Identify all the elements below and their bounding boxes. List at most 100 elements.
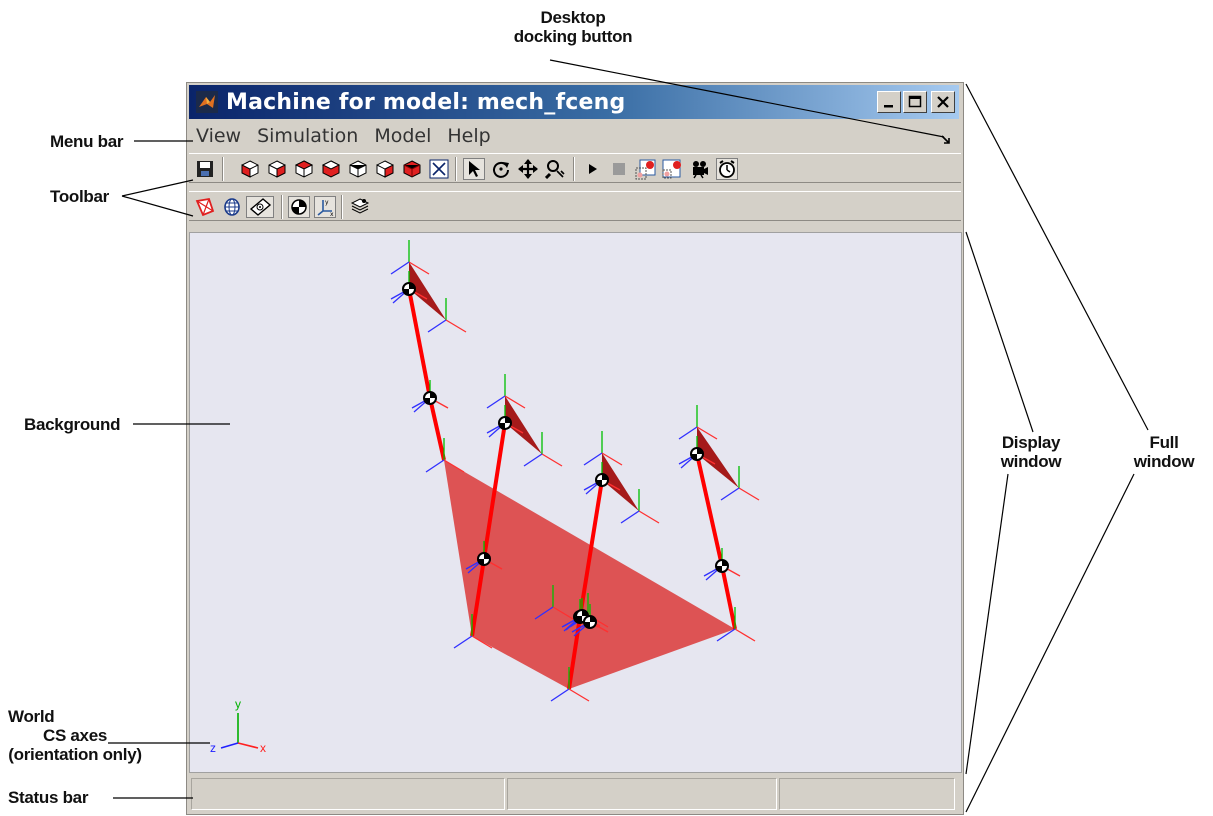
rotate-icon (493, 161, 509, 178)
play-button[interactable] (581, 158, 603, 180)
title-bar[interactable]: Machine for model: mech_fceng (189, 85, 959, 119)
callout-toolbar-b (121, 195, 194, 217)
frame-axis (568, 688, 590, 702)
view-back-button[interactable] (266, 158, 288, 180)
display-window-annotation: Display window (996, 433, 1066, 471)
menu-model[interactable]: Model (374, 125, 432, 147)
layers-button[interactable] (349, 196, 371, 218)
zoom-button[interactable] (544, 158, 566, 180)
svg-text:y: y (325, 199, 329, 206)
minimize-button[interactable] (877, 91, 901, 113)
window-controls (877, 91, 955, 113)
toolbar-separator (341, 195, 343, 219)
pan-button[interactable] (517, 158, 539, 180)
select-pointer-button[interactable] (463, 158, 485, 180)
foot-triangle-2 (505, 396, 542, 454)
maximize-button[interactable] (903, 91, 927, 113)
select-pointer-icon (469, 161, 480, 177)
leg-4b (720, 565, 737, 630)
stop-button[interactable] (608, 158, 630, 180)
record-stop-button[interactable] (662, 158, 684, 180)
joint-marker-fill (584, 616, 596, 628)
ellipsoid-button[interactable] (221, 196, 243, 218)
record-start-button[interactable] (635, 158, 657, 180)
menu-bar: View Simulation Model Help (189, 123, 959, 149)
world-axes-annotation: World CS axes (orientation only) (0, 707, 150, 764)
display-window[interactable]: y x z (189, 232, 962, 773)
body-cs-icon (249, 198, 272, 216)
minimize-icon (884, 105, 893, 108)
status-cell-3 (779, 778, 955, 810)
view-right-icon (321, 160, 341, 178)
status-bar-annotation: Status bar (8, 788, 89, 807)
joint-marker-fill (716, 560, 728, 572)
view-front-button[interactable] (239, 158, 261, 180)
menu-simulation[interactable]: Simulation (257, 125, 359, 147)
machine-window: Machine for model: mech_fceng View Simul… (186, 82, 964, 815)
frame-axis (453, 635, 473, 649)
frame-axis (678, 426, 698, 440)
record-stop-icon (662, 159, 681, 179)
leg-2b (470, 558, 486, 637)
frame-axis (720, 487, 740, 501)
frame-axis (504, 395, 526, 409)
save-button[interactable] (194, 158, 216, 180)
joint-marker-fill (499, 417, 511, 429)
leg-1 (407, 288, 432, 399)
close-button[interactable] (931, 91, 955, 113)
display-annotation-line2: window (1000, 452, 1062, 471)
world-axes-icon: yx (317, 199, 334, 217)
leg-2 (482, 422, 507, 560)
convex-hull-icon (195, 197, 215, 217)
frame-axis (716, 628, 736, 642)
status-cell-main (191, 778, 505, 810)
layers-icon (350, 198, 370, 214)
center-of-gravity-icon (291, 199, 307, 215)
background-annotation: Background (24, 415, 121, 434)
pan-icon (518, 159, 538, 179)
world-z-axis (220, 742, 239, 749)
status-bar (189, 775, 961, 813)
frame-axis (734, 628, 756, 642)
frame-axis (523, 453, 543, 467)
frame-axis (427, 319, 447, 333)
record-start-icon (635, 159, 656, 180)
joint-marker-fill (478, 553, 490, 565)
view-left-button[interactable] (293, 158, 315, 180)
view-right-button[interactable] (320, 158, 342, 180)
frame-axis (443, 459, 465, 473)
body-cs-button[interactable] (246, 196, 274, 218)
view-top-button[interactable] (347, 158, 369, 180)
convex-hull-button[interactable] (194, 196, 216, 218)
frame-axis (425, 459, 445, 473)
main-toolbar (189, 153, 961, 183)
rotate-button[interactable] (490, 158, 512, 180)
center-of-gravity-button[interactable] (288, 196, 310, 218)
view-isometric-icon (403, 160, 421, 178)
toolbar-annotation: Toolbar (50, 187, 109, 206)
callout-toolbar-a (121, 179, 194, 197)
view-back-icon (268, 160, 286, 178)
frame-axis (552, 606, 574, 620)
display-annotation-line1: Display (1001, 433, 1061, 452)
timer-icon (719, 160, 735, 178)
fit-to-view-button[interactable] (428, 158, 450, 180)
save-icon (197, 161, 213, 177)
toolbar-separator (455, 157, 457, 181)
menu-help[interactable]: Help (447, 125, 491, 147)
menu-view[interactable]: View (196, 125, 242, 147)
dock-arrow-icon[interactable] (939, 133, 953, 147)
matlab-logo-icon (196, 91, 218, 113)
view-bottom-button[interactable] (374, 158, 396, 180)
frame-axis (638, 510, 660, 524)
play-icon (589, 164, 597, 174)
docking-annotation-line2: docking button (513, 27, 633, 46)
view-isometric-button[interactable] (401, 158, 423, 180)
camera-button[interactable] (689, 158, 711, 180)
callout-full-bottom (965, 473, 1135, 813)
timer-button[interactable] (716, 158, 738, 180)
camera-icon (693, 161, 708, 179)
world-z-label: z (210, 741, 216, 755)
